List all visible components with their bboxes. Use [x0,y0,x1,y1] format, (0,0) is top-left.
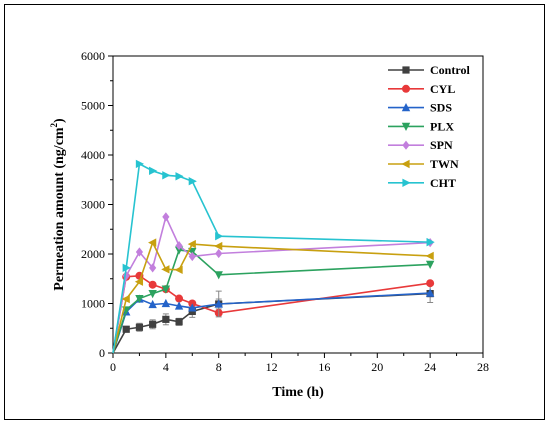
x-axis-label: Time (h) [272,385,324,400]
x-tick-label: 12 [266,360,278,374]
data-point-cyl [426,279,435,288]
legend-marker [402,140,410,150]
data-point-twn [425,251,434,261]
data-point-plx [161,285,171,294]
legend: Control CYL SDS PLX SPN TWN CHT [388,63,470,190]
legend-item-cht: CHT [388,176,456,190]
data-point-sds [214,299,223,308]
data-point-control [175,318,183,326]
y-tick-label: 4000 [81,148,105,162]
y-tick-label: 5000 [81,99,105,113]
data-point-sds [161,298,171,308]
legend-label: SPN [430,138,453,152]
data-point-plx [174,246,184,255]
y-axis-label-close: ) [52,118,67,123]
data-point-plx [148,290,157,299]
data-point-sds [148,299,157,309]
data-point-sds [425,288,435,297]
data-point-twn [121,294,130,304]
data-point-control [162,315,170,323]
legend-item-twn: TWN [388,157,459,171]
data-point-twn [174,265,183,275]
data-point-plx [214,271,223,280]
legend-marker [401,122,411,131]
data-point-spn [122,271,130,281]
legend-marker [402,178,411,187]
data-point-spn [149,263,157,273]
series-plx [112,246,435,354]
series-spn [112,212,434,354]
series-line-twn [112,240,431,354]
legend-label: SDS [430,101,452,115]
legend-marker [401,103,411,112]
y-axis-label-main: Permeation amount (ng/cm [52,127,67,291]
y-tick-label: 3000 [81,198,105,212]
data-point-cht [122,263,131,273]
legend-label: CHT [430,176,456,190]
data-point-spn [162,212,170,222]
x-tick-label: 4 [163,360,169,374]
data-point-control [149,320,157,328]
y-tick-label: 6000 [81,49,105,63]
figure-frame [4,4,545,420]
data-point-twn [214,241,223,251]
data-point-spn [135,247,144,257]
data-point-cht [188,177,197,186]
data-point-twn [187,239,196,249]
legend-label: PLX [430,119,454,133]
data-point-spn [188,251,196,262]
plot-layer: 0 4 8 12 16 20 24 28 0 1000 2000 3000 4000 5000 6000 [81,49,489,374]
series-twn [112,238,434,354]
legend-item-sds: SDS [388,101,452,115]
x-tick-label: 24 [424,360,436,374]
data-point-cht [162,171,171,180]
data-point-plx [425,260,435,269]
data-point-twn [161,265,170,274]
legend-marker [402,84,410,93]
data-point-sds [174,301,184,310]
data-point-cht [426,237,435,247]
series-sds [112,288,435,354]
data-point-twn [134,277,144,286]
y-tick-label: 0 [99,346,105,360]
data-point-twn [148,238,157,247]
plot-area-border [112,55,484,354]
legend-label: Control [430,63,470,77]
x-tick-label: 8 [216,360,222,374]
data-point-cht [149,166,158,176]
data-point-spn [215,248,223,259]
data-point-cyl [148,280,157,289]
data-point-plx [135,294,144,304]
x-tick-label: 28 [477,360,489,374]
legend-label: TWN [430,157,459,171]
data-point-cht [135,159,145,169]
data-point-cht [215,231,224,241]
data-point-control [135,323,144,331]
y-tick-label: 1000 [81,297,105,311]
legend-marker [401,159,410,169]
legend-item-control: Control [388,63,470,77]
data-point-spn [175,240,183,251]
y-axis-label-superscript: 2 [49,122,59,127]
legend-item-spn: SPN [388,138,453,152]
series-cyl [112,271,435,354]
x-tick-label: 20 [371,360,383,374]
legend-item-plx: PLX [388,119,454,133]
data-point-sds [188,303,197,312]
series-cht [112,159,435,354]
y-tick-label: 2000 [81,247,105,261]
data-point-control [122,325,130,333]
legend-marker [402,66,410,74]
legend-label: CYL [430,82,455,96]
legend-item-cyl: CYL [388,82,455,96]
series-line-control [112,292,431,354]
y-axis-label: Permeation amount (ng/cm2) [49,118,67,291]
data-point-cht [175,172,184,181]
x-tick-label: 16 [318,360,330,374]
series-line-cyl [112,274,431,354]
data-point-cyl [175,294,184,303]
x-tick-label: 0 [110,360,116,374]
